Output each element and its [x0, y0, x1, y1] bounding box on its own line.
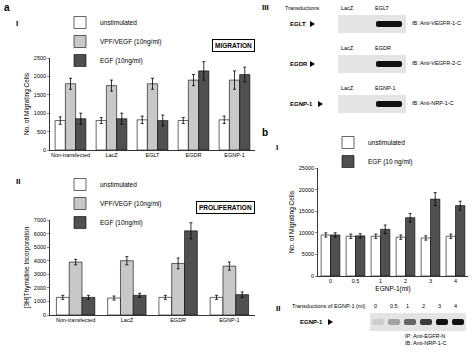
svg-text:EGNP-1: EGNP-1: [224, 152, 244, 158]
html-text:4: 4: [454, 303, 458, 309]
html-text:2: 2: [422, 303, 426, 309]
html-text:IB: Anti-NRP-1-C: IB: Anti-NRP-1-C: [405, 340, 447, 346]
svg-text:15000: 15000: [299, 208, 314, 214]
svg-text:No. of Migrating Cells: No. of Migrating Cells: [23, 72, 31, 135]
svg-text:2000: 2000: [34, 285, 46, 291]
svg-text:4000: 4000: [34, 258, 46, 264]
html-text:EGNP-1: EGNP-1: [300, 319, 323, 325]
svg-text:EGF (10ng/ml): EGF (10ng/ml): [100, 219, 143, 227]
svg-text:0.5: 0.5: [352, 278, 360, 284]
svg-text:10000: 10000: [299, 230, 314, 236]
html-text:EGDR: EGDR: [375, 45, 391, 51]
html-text:LacZ: LacZ: [341, 45, 354, 51]
html-text:LacZ: LacZ: [341, 85, 354, 91]
svg-text:20000: 20000: [299, 187, 314, 193]
html-text:IB: Anti-VEGFR-2-C: IB: Anti-VEGFR-2-C: [412, 60, 461, 66]
html-text:Transductions: Transductions: [285, 5, 320, 11]
svg-text:EGNP-1(ml): EGNP-1(ml): [375, 285, 410, 293]
html-text:Transductions of EGNP-1 (ml): Transductions of EGNP-1 (ml): [292, 303, 366, 309]
svg-text:1000: 1000: [34, 298, 46, 304]
svg-text:No. of Migrating Cells: No. of Migrating Cells: [288, 190, 296, 253]
svg-text:EGDR: EGDR: [170, 317, 186, 323]
svg-text:3000: 3000: [34, 271, 46, 277]
svg-text:EGLT: EGLT: [146, 152, 161, 158]
html-text:3: 3: [438, 303, 442, 309]
html-text:EGLT: EGLT: [290, 21, 306, 27]
html-text:EGLT: EGLT: [375, 5, 389, 11]
html-text:1: 1: [406, 303, 410, 309]
svg-text:[3H]Thymidine Incorporation: [3H]Thymidine Incorporation: [23, 226, 31, 308]
svg-text:2: 2: [404, 278, 407, 284]
svg-text:EGNP-1: EGNP-1: [219, 317, 239, 323]
svg-text:1000: 1000: [34, 110, 46, 116]
html-text:EGDR: EGDR: [290, 61, 308, 67]
svg-text:unstimulated: unstimulated: [368, 139, 405, 146]
svg-text:MIGRATION: MIGRATION: [215, 42, 252, 49]
svg-text:Non-transfected: Non-transfected: [56, 317, 95, 323]
svg-text:2000: 2000: [34, 73, 46, 79]
svg-text:0: 0: [43, 312, 46, 318]
svg-text:Non-transfected: Non-transfected: [51, 152, 90, 158]
svg-text:1500: 1500: [34, 92, 46, 98]
svg-text:EGF (10ng/ml): EGF (10ng/ml): [100, 57, 143, 65]
html-text:LacZ: LacZ: [341, 5, 354, 11]
html-text:I: I: [16, 19, 19, 28]
html-text:IP: Anti-EGFR-N: IP: Anti-EGFR-N: [405, 333, 446, 339]
svg-text:25000: 25000: [299, 165, 314, 171]
svg-text:4: 4: [454, 278, 457, 284]
svg-text:500: 500: [37, 129, 46, 135]
svg-text:EGF (10 ng/ml): EGF (10 ng/ml): [368, 158, 412, 166]
svg-text:6000: 6000: [34, 230, 46, 236]
html-text:b: b: [262, 127, 269, 138]
svg-text:0: 0: [43, 147, 46, 153]
svg-text:5000: 5000: [34, 244, 46, 250]
html-text:EGNP-1: EGNP-1: [375, 85, 396, 91]
html-text:0: 0: [374, 303, 378, 309]
svg-text:LacZ: LacZ: [105, 152, 118, 158]
html-text:I: I: [276, 143, 279, 152]
svg-text:3: 3: [429, 278, 432, 284]
html-text:II: II: [276, 304, 281, 313]
svg-text:2500: 2500: [34, 55, 46, 61]
svg-text:0: 0: [329, 278, 332, 284]
svg-text:7000: 7000: [34, 217, 46, 223]
html-text:0.5: 0.5: [390, 303, 398, 309]
svg-text:5000: 5000: [302, 251, 314, 257]
svg-text:unstimulated: unstimulated: [100, 19, 137, 26]
svg-text:VPF/VEGF (10ng/ml): VPF/VEGF (10ng/ml): [100, 38, 161, 46]
svg-text:0: 0: [311, 273, 314, 279]
svg-text:unstimulated: unstimulated: [100, 181, 137, 188]
svg-text:EGDR: EGDR: [186, 152, 202, 158]
html-text:IB: Anti-NRP-1-C: IB: Anti-NRP-1-C: [412, 100, 454, 106]
svg-text:LacZ: LacZ: [121, 317, 134, 323]
html-text:II: II: [16, 177, 21, 186]
svg-text:PROLIFERATION: PROLIFERATION: [199, 204, 252, 211]
html-text:III: III: [262, 3, 269, 12]
html-text:EGNP-1: EGNP-1: [290, 101, 313, 107]
html-text:IB: Anti-VEGFR-1-C: IB: Anti-VEGFR-1-C: [412, 20, 461, 26]
svg-text:VPF/VEGF (10ng/ml): VPF/VEGF (10ng/ml): [100, 200, 161, 208]
svg-text:1: 1: [379, 278, 382, 284]
html-text:a: a: [4, 2, 10, 13]
